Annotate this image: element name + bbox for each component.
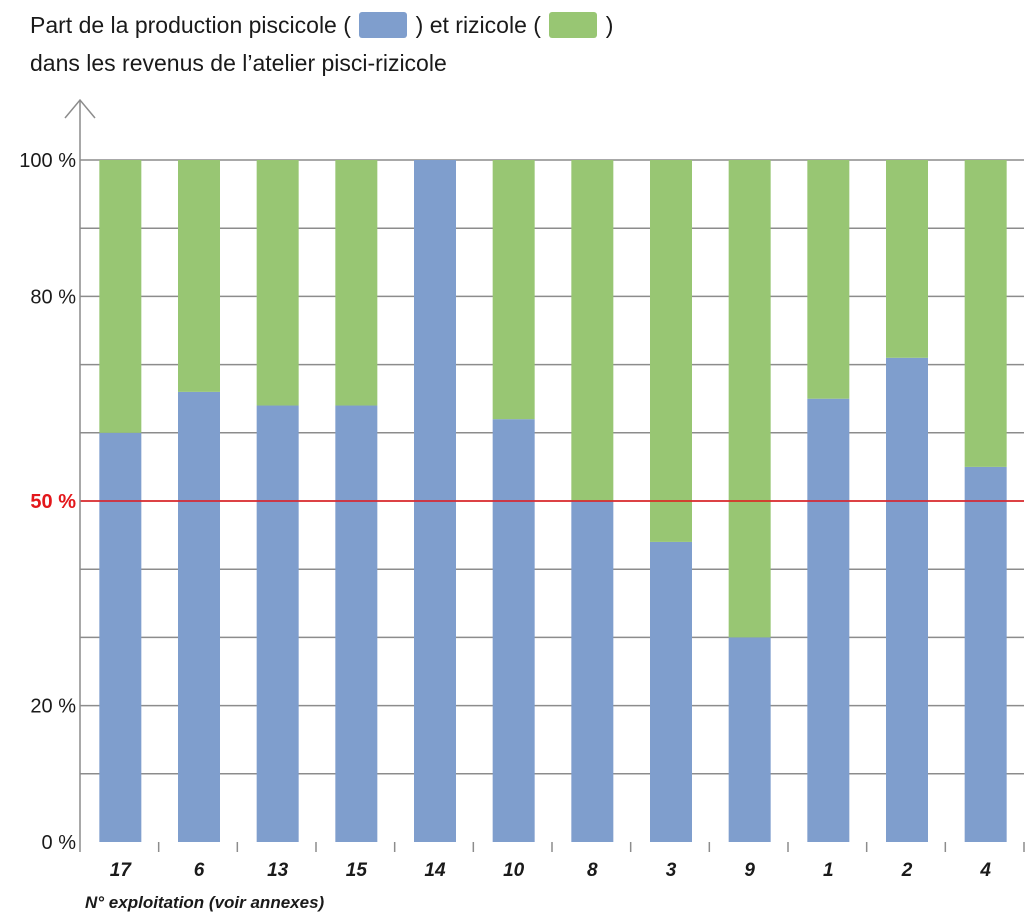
x-tick-label-10: 10 [503,860,525,881]
x-tick-label-15: 15 [346,860,368,881]
bar-rizicole-4 [964,160,1007,467]
bar-piscicole-4 [964,466,1007,842]
bar-rizicole-17 [99,160,142,433]
bar-piscicole-8 [571,501,614,842]
bar-piscicole-15 [335,405,378,842]
legend-swatch-rizicole [549,12,598,38]
legend-swatch-piscicole [359,12,408,38]
bar-piscicole-2 [886,357,928,842]
bar-rizicole-3 [650,160,692,542]
bar-rizicole-9 [728,160,771,638]
bar-rizicole-6 [178,160,220,392]
bar-rizicole-8 [571,160,614,501]
y-tick-label-20: 20 % [30,696,76,718]
y-tick-label-50: 50 % [30,491,76,513]
x-tick-label-4: 4 [979,860,991,881]
bar-piscicole-3 [650,541,692,842]
x-tick-label-17: 17 [110,860,133,881]
bar-piscicole-9 [728,637,771,842]
x-tick-label-3: 3 [666,860,677,881]
bar-piscicole-10 [492,419,535,842]
bar-rizicole-13 [256,160,299,406]
x-tick-label-14: 14 [424,860,446,881]
y-tick-label-80: 80 % [30,286,76,308]
bar-rizicole-2 [886,160,928,358]
bar-piscicole-1 [807,398,850,842]
x-tick-label-9: 9 [744,860,755,881]
x-tick-label-13: 13 [267,860,289,881]
bar-rizicole-15 [335,160,378,406]
bar-piscicole-17 [99,432,142,842]
x-tick-label-8: 8 [587,860,598,881]
stacked-bar-chart: 17 6 13 15 14 10 8 3 9 1 2 4 0 % 20 % 50 % 80 % 100 % [19,98,1025,881]
chart-title-line2: dans les revenus de l’atelier pisci-rizi… [30,50,447,76]
x-tick-label-6: 6 [194,860,205,881]
bar-rizicole-1 [807,160,850,399]
y-axis-arrow-icon [64,98,96,119]
x-axis-label: N° exploitation (voir annexes) [85,893,325,912]
bar-piscicole-6 [178,391,220,842]
title-text-part3: ) [605,12,614,38]
x-tick-label-1: 1 [823,860,834,881]
title-text-part1: Part de la production piscicole ( [30,12,351,38]
x-tick-label-2: 2 [901,860,913,881]
y-tick-label-100: 100 % [19,150,76,172]
y-tick-label-0: 0 % [42,832,77,854]
chart-title-line1: Part de la production piscicole ( ) et r… [30,12,613,39]
bar-piscicole-13 [256,405,299,842]
bar-rizicole-10 [492,160,535,420]
title-text-part2: ) et rizicole ( [415,12,541,38]
